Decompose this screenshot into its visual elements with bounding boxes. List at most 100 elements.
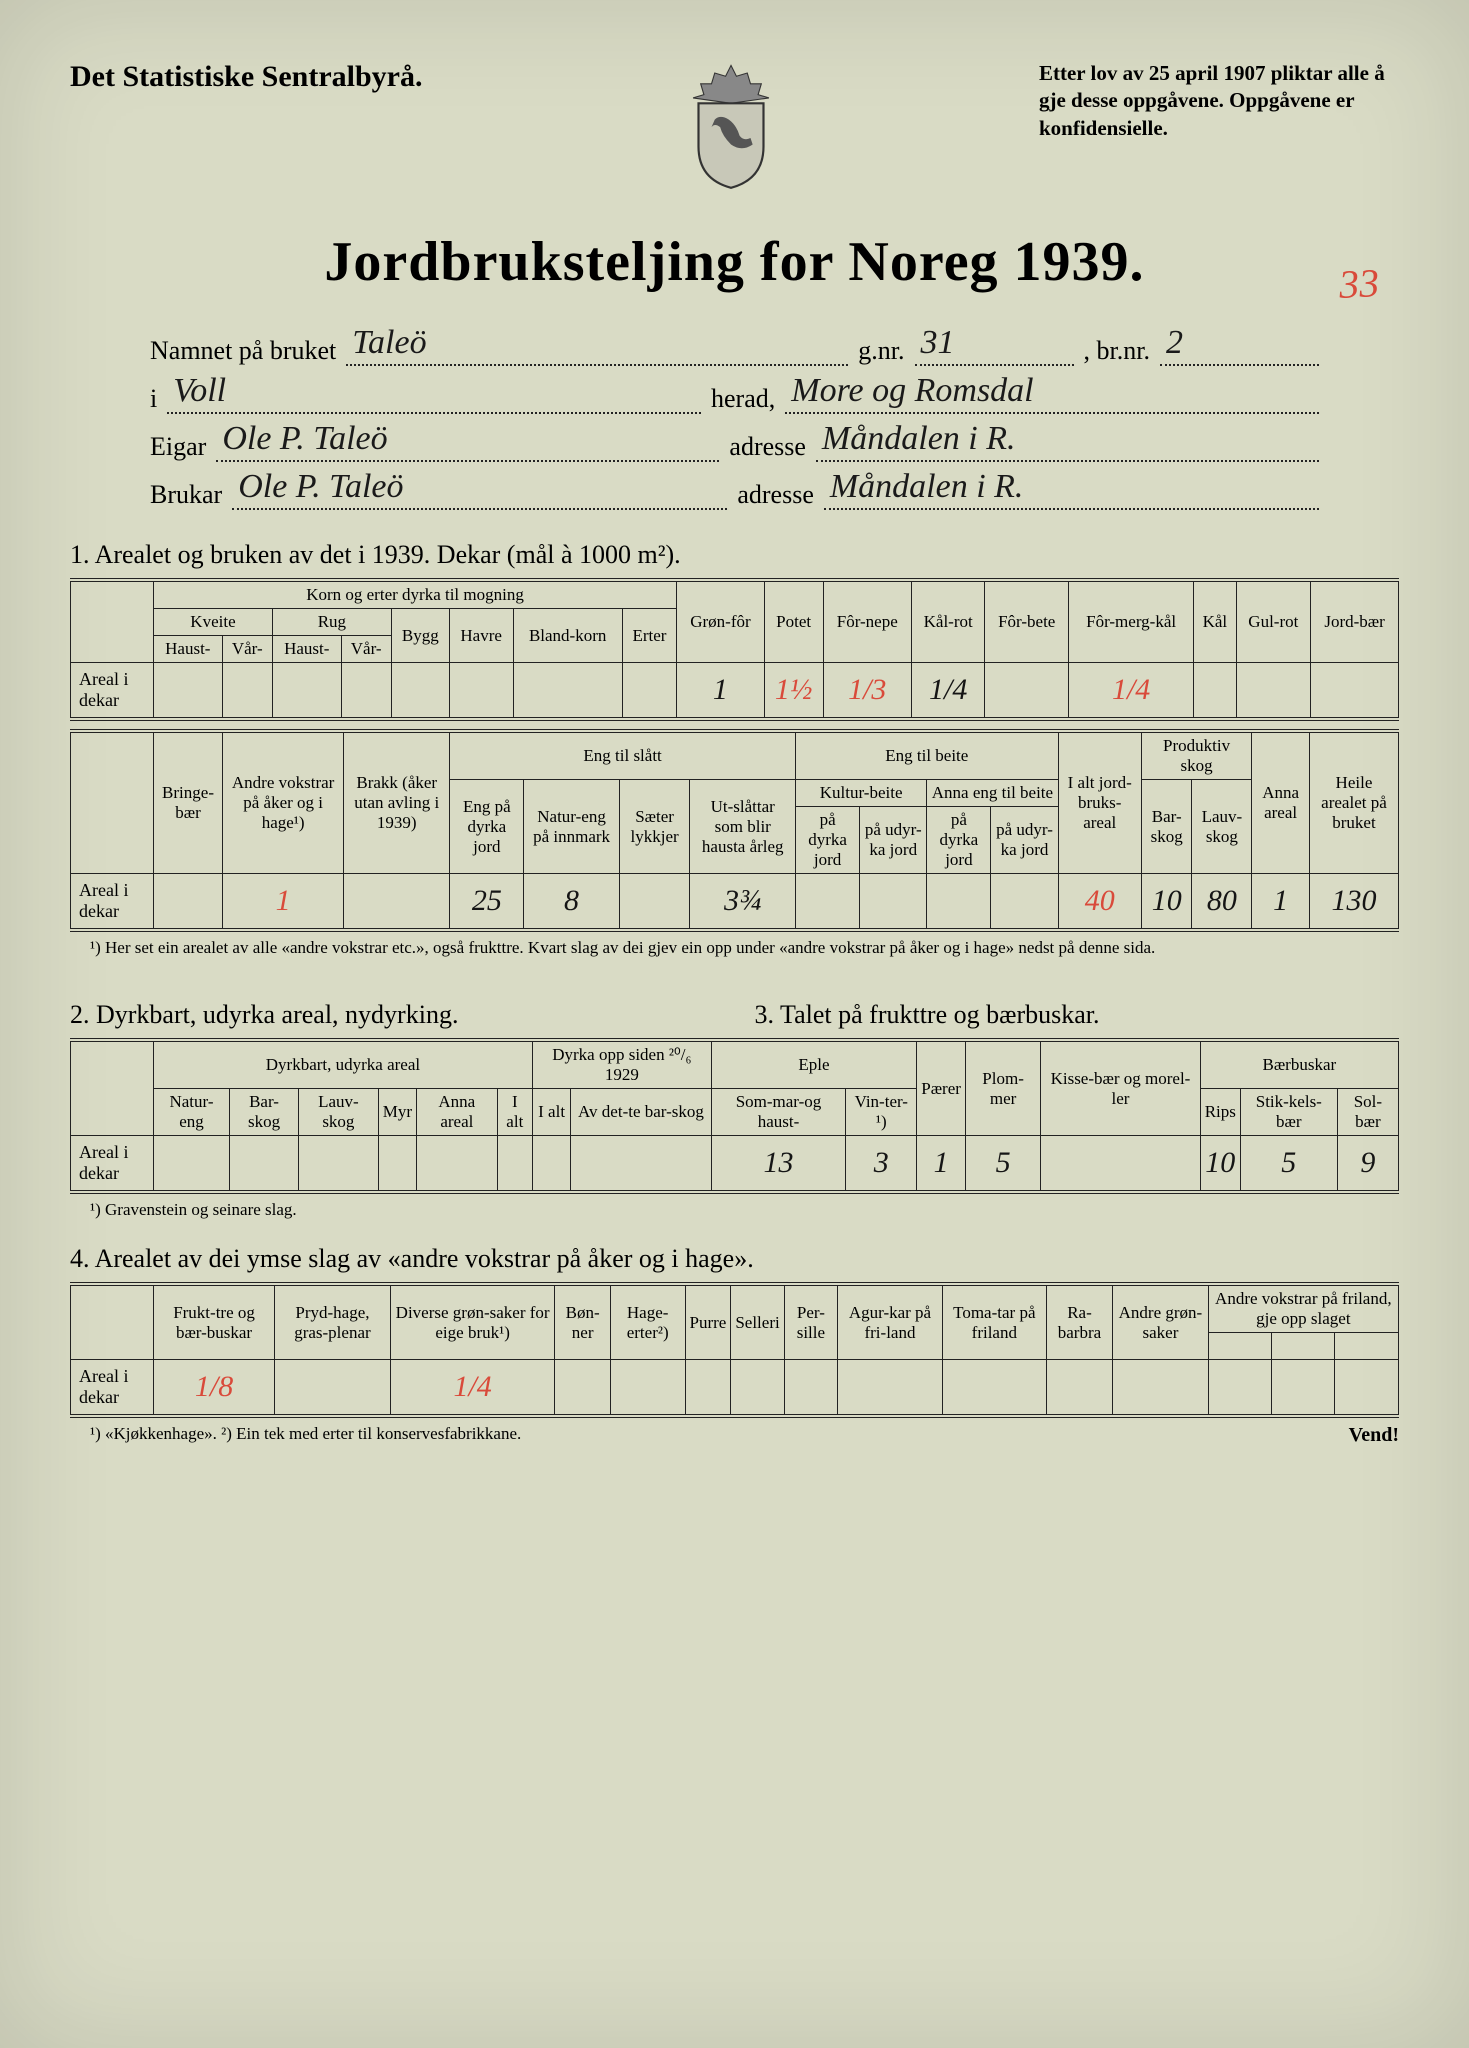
footnote-2: ¹) Gravenstein og seinare slag. <box>90 1200 1399 1220</box>
th-kalrot: Kål-rot <box>911 580 984 663</box>
section-4-heading: 4. Arealet av dei ymse slag av «andre vo… <box>70 1244 1399 1274</box>
label-brukar: Brukar <box>150 480 222 510</box>
th-fornepe: Fôr-nepe <box>823 580 911 663</box>
header-row: Det Statistiske Sentralbyrå. Etter lov a… <box>70 60 1399 190</box>
table-4: Frukt-tre og bær-buskar Pryd-hage, gras-… <box>70 1282 1399 1418</box>
th-annaareal-2: Anna areal <box>416 1089 497 1136</box>
th-myr: Myr <box>378 1089 416 1136</box>
th-havre: Havre <box>449 609 513 663</box>
th-heilearealet: Heile arealet på bruket <box>1309 731 1398 874</box>
th-barskog: Bar-skog <box>1141 780 1192 874</box>
th-saeter: Sæter lykkjer <box>619 780 690 874</box>
th-ab-dyrka: på dyrka jord <box>927 807 991 874</box>
label-brnr: , br.nr. <box>1084 336 1150 366</box>
table-2-3-data-row: Areal i dekar 13 3 1 5 10 5 9 <box>71 1136 1399 1193</box>
stub-1a: Areal i dekar <box>71 663 154 720</box>
th-skog-group: Produktiv skog <box>1141 731 1251 780</box>
stub-4: Areal i dekar <box>71 1360 154 1417</box>
field-gnr: 31 <box>915 324 1074 366</box>
table-1a-data-row: Areal i dekar 1 1½ 1/3 1/4 1/4 <box>71 663 1399 720</box>
table-4-data-row: Areal i dekar 1/8 1/4 <box>71 1360 1399 1417</box>
th-utslattar: Ut-slåttar som blir hausta årleg <box>690 780 796 874</box>
th-dyrkbart-group: Dyrkbart, udyrka areal <box>154 1040 533 1089</box>
th-brakk: Brakk (åker utan avling i 1939) <box>344 731 450 874</box>
th-andre-3 <box>1335 1333 1399 1360</box>
table-2-3: Dyrkbart, udyrka areal Dyrka opp siden ²… <box>70 1038 1399 1194</box>
th-engdyrka: Eng på dyrka jord <box>450 780 524 874</box>
th-gronfor: Grøn-fôr <box>677 580 765 663</box>
th-blandkorn: Bland-korn <box>513 609 622 663</box>
form-page: Det Statistiske Sentralbyrå. Etter lov a… <box>0 0 1469 2048</box>
th-kulturbeite: Kultur-beite <box>796 780 927 807</box>
coat-of-arms-icon <box>676 60 786 190</box>
th-ialtjord: I alt jord-bruks-areal <box>1058 731 1141 874</box>
stub-2: Areal i dekar <box>71 1136 154 1193</box>
th-persille: Per-sille <box>784 1284 837 1360</box>
th-lauvskog-2: Lauv-skog <box>299 1089 379 1136</box>
label-eigar: Eigar <box>150 432 206 462</box>
th-rips: Rips <box>1200 1089 1240 1136</box>
th-solbaer: Sol-bær <box>1337 1089 1398 1136</box>
th-gulrot: Gul-rot <box>1236 580 1311 663</box>
th-andregron: Andre grøn-saker <box>1113 1284 1208 1360</box>
label-adresse-2: adresse <box>737 480 814 510</box>
table-1b: Bringe-bær Andre vokstrar på åker og i h… <box>70 729 1399 932</box>
th-tomatar: Toma-tar på friland <box>942 1284 1046 1360</box>
th-prydhage: Pryd-hage, gras-plenar <box>275 1284 391 1360</box>
field-herad: More og Romsdal <box>785 372 1319 414</box>
label-herad: herad, <box>711 384 775 414</box>
label-adresse-1: adresse <box>729 432 806 462</box>
th-plommer: Plom-mer <box>965 1040 1040 1136</box>
field-bruket: Taleö <box>346 324 848 366</box>
label-bruket: Namnet på bruket <box>150 336 336 366</box>
th-ialt: I alt <box>497 1089 532 1136</box>
th-stikkels: Stik-kels-bær <box>1240 1089 1337 1136</box>
th-eng-beite-group: Eng til beite <box>796 731 1059 780</box>
th-formergkal: Fôr-merg-kål <box>1069 580 1194 663</box>
th-rug-vaar: Vår- <box>341 636 391 663</box>
section-3-heading: 3. Talet på frukttre og bærbuskar. <box>755 1000 1400 1030</box>
th-jordbaer: Jord-bær <box>1311 580 1399 663</box>
th-hageerter: Hage-erter²) <box>610 1284 685 1360</box>
th-annaareal: Anna areal <box>1252 731 1310 874</box>
farm-metadata: Namnet på bruket Taleö g.nr. 31 , br.nr.… <box>150 324 1319 510</box>
footnote-4: ¹) «Kjøkkenhage». ²) Ein tek med erter t… <box>90 1424 521 1444</box>
section-2-heading: 2. Dyrkbart, udyrka areal, nydyrking. <box>70 1000 715 1030</box>
th-andre-2 <box>1272 1333 1335 1360</box>
th-kb-udyrka: på udyr-ka jord <box>860 807 927 874</box>
th-ab-udyrka: på udyr-ka jord <box>991 807 1058 874</box>
table-1b-data-row: Areal i dekar 1 25 8 3¾ 40 10 80 1 130 <box>71 874 1399 931</box>
th-andre-group: Andre vokstrar på friland, gje opp slage… <box>1208 1284 1398 1333</box>
th-bygg: Bygg <box>391 609 449 663</box>
label-i: i <box>150 384 157 414</box>
field-brukar: Ole P. Taleö <box>232 468 727 510</box>
field-eigar: Ole P. Taleö <box>216 420 719 462</box>
th-eple-group: Eple <box>711 1040 917 1089</box>
field-i: Voll <box>167 372 701 414</box>
th-rug-haust: Haust- <box>272 636 341 663</box>
th-selleri: Selleri <box>731 1284 784 1360</box>
th-kveite: Kveite <box>154 609 273 636</box>
page-number-annotation: 33 <box>1338 259 1380 308</box>
label-gnr: g.nr. <box>858 336 904 366</box>
th-kveite-vaar: Vår- <box>222 636 272 663</box>
th-purre: Purre <box>685 1284 731 1360</box>
th-forbete: Fôr-bete <box>985 580 1069 663</box>
th-sommar: Som-mar-og haust- <box>711 1089 846 1136</box>
th-kissebaer: Kisse-bær og morel-ler <box>1041 1040 1200 1136</box>
th-ialt-2: I alt <box>532 1089 570 1136</box>
th-rug: Rug <box>272 609 391 636</box>
agency-name: Det Statistiske Sentralbyrå. <box>70 60 422 94</box>
legal-notice: Etter lov av 25 april 1907 pliktar alle … <box>1039 60 1399 142</box>
th-potet: Potet <box>764 580 823 663</box>
th-kb-dyrka: på dyrka jord <box>796 807 860 874</box>
th-vinter: Vin-ter-¹) <box>846 1089 917 1136</box>
th-kveite-haust: Haust- <box>154 636 223 663</box>
th-natureng: Natur-eng på innmark <box>524 780 619 874</box>
th-avdet: Av det-te bar-skog <box>571 1089 711 1136</box>
th-dyrkaopp-group: Dyrka opp siden ²⁰/₆ 1929 <box>532 1040 711 1089</box>
th-bringebaer: Bringe-bær <box>154 731 223 874</box>
footnote-1: ¹) Her set ein arealet av alle «andre vo… <box>90 938 1399 958</box>
th-rabarbra: Ra-barbra <box>1046 1284 1112 1360</box>
th-bonner: Bøn-ner <box>555 1284 610 1360</box>
